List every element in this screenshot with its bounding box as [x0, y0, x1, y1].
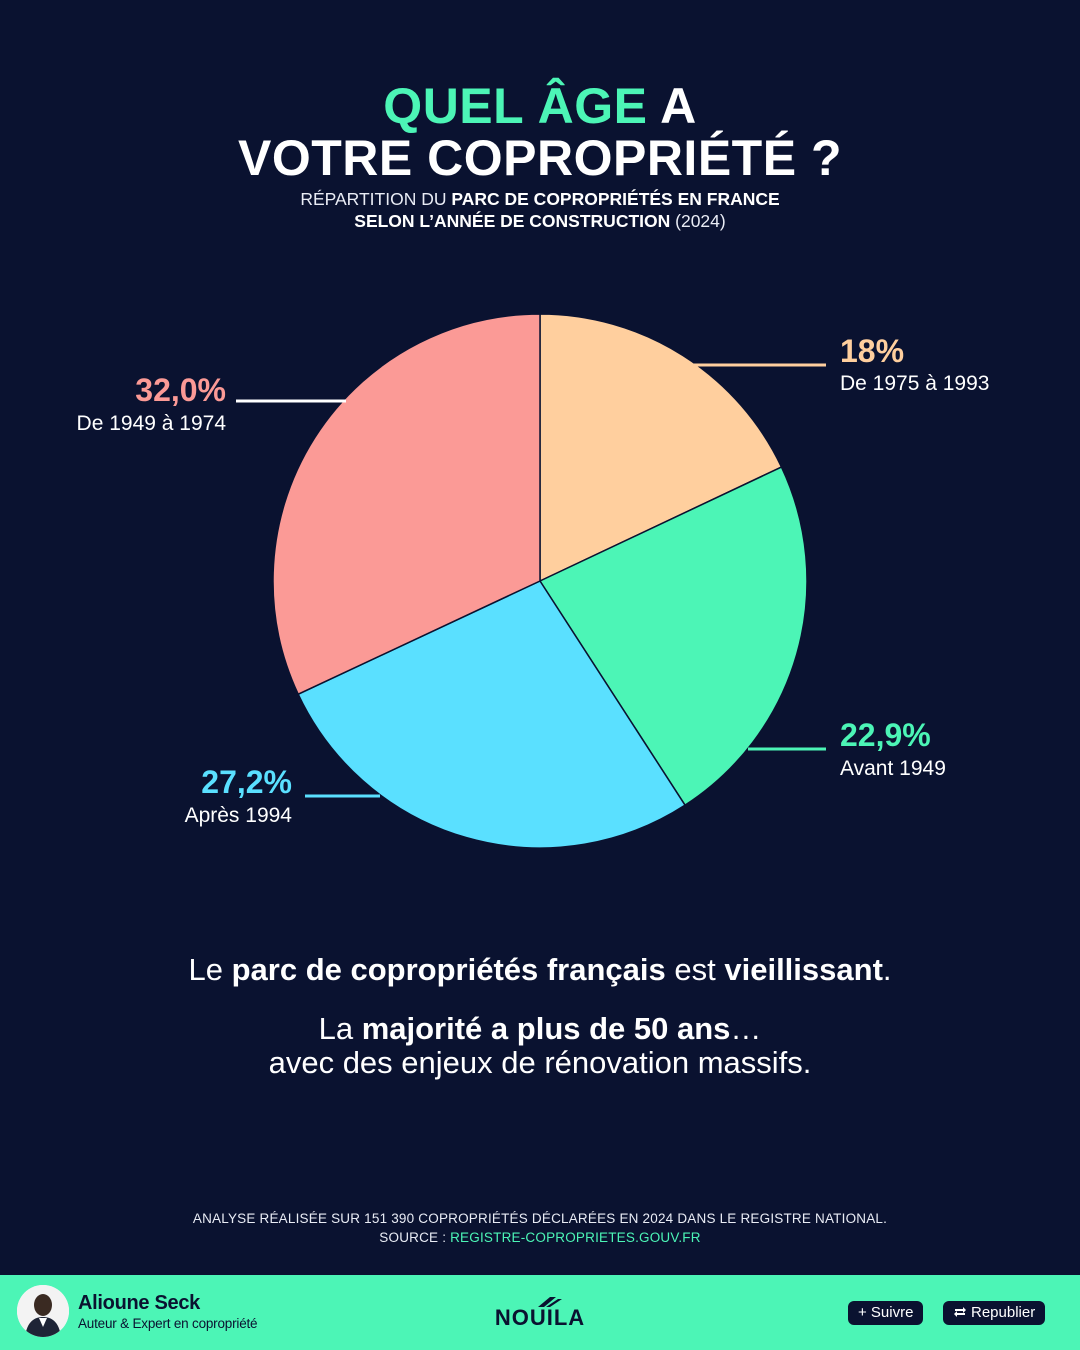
title-accent: QUEL ÂGE: [383, 78, 648, 134]
avatar[interactable]: [17, 1285, 69, 1337]
slice-value-label: 18%: [840, 333, 904, 369]
source-label: SOURCE :: [379, 1230, 451, 1245]
pie-slice: [297, 580, 687, 849]
repost-label: Republier: [971, 1304, 1036, 1321]
msg2-part-c: …: [730, 1011, 762, 1046]
msg1-part-c: est: [665, 952, 725, 987]
pie-slice: [539, 313, 783, 583]
subtitle-post: (2024): [670, 211, 726, 231]
logo-text: NOUILA: [494, 1305, 586, 1330]
slice-category-label: Après 1994: [185, 804, 293, 827]
slice-category-label: De 1949 à 1974: [77, 412, 227, 435]
source-line: SOURCE : REGISTRE-COPROPRIETES.GOUV.FR: [0, 1228, 1080, 1247]
msg2-part-b: majorité a plus de 50 ans: [361, 1011, 731, 1046]
slice-value-label: 22,9%: [840, 717, 931, 753]
msg1-part-b: parc de copropriétés français: [231, 952, 666, 987]
subtitle-pre: RÉPARTITION DU: [300, 189, 452, 209]
pie-slice: [272, 313, 541, 696]
message-line-2: La majorité a plus de 50 ans…: [0, 1012, 1080, 1046]
slice-category-label: Avant 1949: [840, 757, 946, 780]
footnote: ANALYSE RÉALISÉE SUR 151 390 COPROPRIÉTÉ…: [0, 1209, 1080, 1247]
repost-icon: [954, 1307, 966, 1317]
slice-category-label: De 1975 à 1993: [840, 372, 989, 395]
logo-swoosh-icon: [538, 1297, 562, 1307]
source-link[interactable]: REGISTRE-COPROPRIETES.GOUV.FR: [450, 1230, 701, 1245]
pie-chart: 18% De 1975 à 1993 22,9% Avant 1949 27,2% Apr…: [77, 313, 990, 849]
message-line-1: Le parc de copropriétés français est vie…: [0, 950, 1080, 990]
message-line-3: avec des enjeux de rénovation massifs.: [268, 1045, 812, 1080]
msg1-part-d: vieillissant: [724, 952, 883, 987]
slice-value-label: 27,2%: [201, 764, 292, 800]
chart-subtitle: RÉPARTITION DU PARC DE COPROPRIÉTÉS EN F…: [0, 188, 1080, 232]
subtitle-bold-1: PARC DE COPROPRIÉTÉS EN FRANCE: [451, 189, 780, 209]
repost-button[interactable]: Republier: [943, 1301, 1046, 1325]
chart-title: QUEL ÂGE A VOTRE COPROPRIÉTÉ ?: [0, 80, 1080, 184]
title-line-1: QUEL ÂGE A: [0, 80, 1080, 132]
pie-leader-lines: [236, 363, 826, 798]
title-line-2: VOTRE COPROPRIÉTÉ ?: [237, 130, 842, 186]
slice-value-label: 32,0%: [135, 372, 226, 408]
pie-labels: 18% De 1975 à 1993 22,9% Avant 1949 27,2% Apr…: [77, 333, 990, 827]
title-rest: A: [660, 78, 697, 134]
footer-bar: Alioune Seck Auteur & Expert en copropri…: [0, 1275, 1080, 1350]
author-name[interactable]: Alioune Seck: [78, 1292, 200, 1314]
logo: NOUILA: [490, 1295, 590, 1335]
msg1-part-e: .: [882, 952, 892, 987]
msg1-part-a: Le: [188, 952, 232, 987]
analysis-note: ANALYSE RÉALISÉE SUR 151 390 COPROPRIÉTÉ…: [192, 1211, 888, 1226]
follow-button[interactable]: + Suivre: [848, 1301, 924, 1325]
follow-label: + Suivre: [858, 1304, 914, 1321]
author-role: Auteur & Expert en copropriété: [78, 1316, 258, 1331]
avatar-portrait-icon: [17, 1285, 69, 1337]
subtitle-bold-2: SELON L’ANNÉE DE CONSTRUCTION: [354, 211, 671, 231]
message-lines-2: La majorité a plus de 50 ans… avec des e…: [0, 1012, 1080, 1080]
msg2-part-a: La: [318, 1011, 362, 1046]
pie-slice: [538, 466, 808, 807]
pie-slices: [272, 313, 808, 849]
